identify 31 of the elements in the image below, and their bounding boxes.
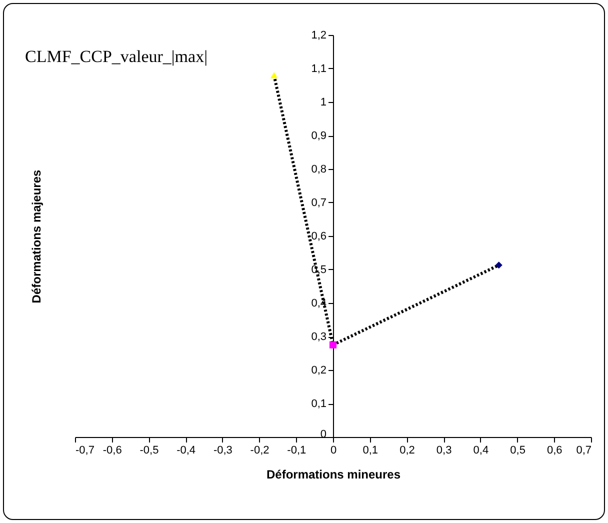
x-tick-label: 0,7 (576, 444, 592, 456)
y-tick-label: 0,8 (311, 164, 326, 176)
x-tick-label: -0,5 (140, 444, 159, 456)
y-tick-label: 0,9 (311, 130, 326, 142)
x-tick-label: -0,7 (76, 444, 94, 456)
y-tick-label: 1,1 (311, 63, 326, 75)
annotation: CLMF_CCP_valeur_|max| (25, 47, 208, 66)
y-axis-title: Déformations majeures (30, 169, 44, 304)
x-tick-label: 0,4 (473, 444, 489, 456)
x-tick-label: -0,3 (213, 444, 232, 456)
point (495, 262, 502, 269)
y-tick-label: 1,2 (311, 30, 326, 42)
y-tick-label: 0,1 (311, 398, 326, 410)
y-tick-label: 0,7 (311, 197, 326, 209)
x-tick-label: 0,2 (400, 444, 415, 456)
x-tick-label: 0,5 (510, 444, 526, 456)
x-tick-label: -0,4 (176, 444, 196, 456)
x-tick-label: 0,3 (436, 444, 452, 456)
x-tick-label: -0,6 (102, 444, 122, 456)
y-tick-label: 0,2 (311, 364, 326, 376)
x-tick-label: 0,1 (362, 444, 378, 456)
y-tick-label: 0,3 (311, 331, 326, 343)
x-tick-label: -0,2 (250, 444, 270, 456)
x-tick-label: -0,1 (287, 444, 306, 456)
x-axis-title: Déformations mineures (266, 468, 401, 482)
y-tick-label: 0,6 (311, 230, 326, 242)
x-tick-label: 0,6 (546, 444, 562, 456)
y-tick-label: 1 (320, 96, 326, 108)
x-tick-label: 0 (330, 444, 337, 456)
point (329, 341, 337, 348)
point (270, 72, 278, 78)
